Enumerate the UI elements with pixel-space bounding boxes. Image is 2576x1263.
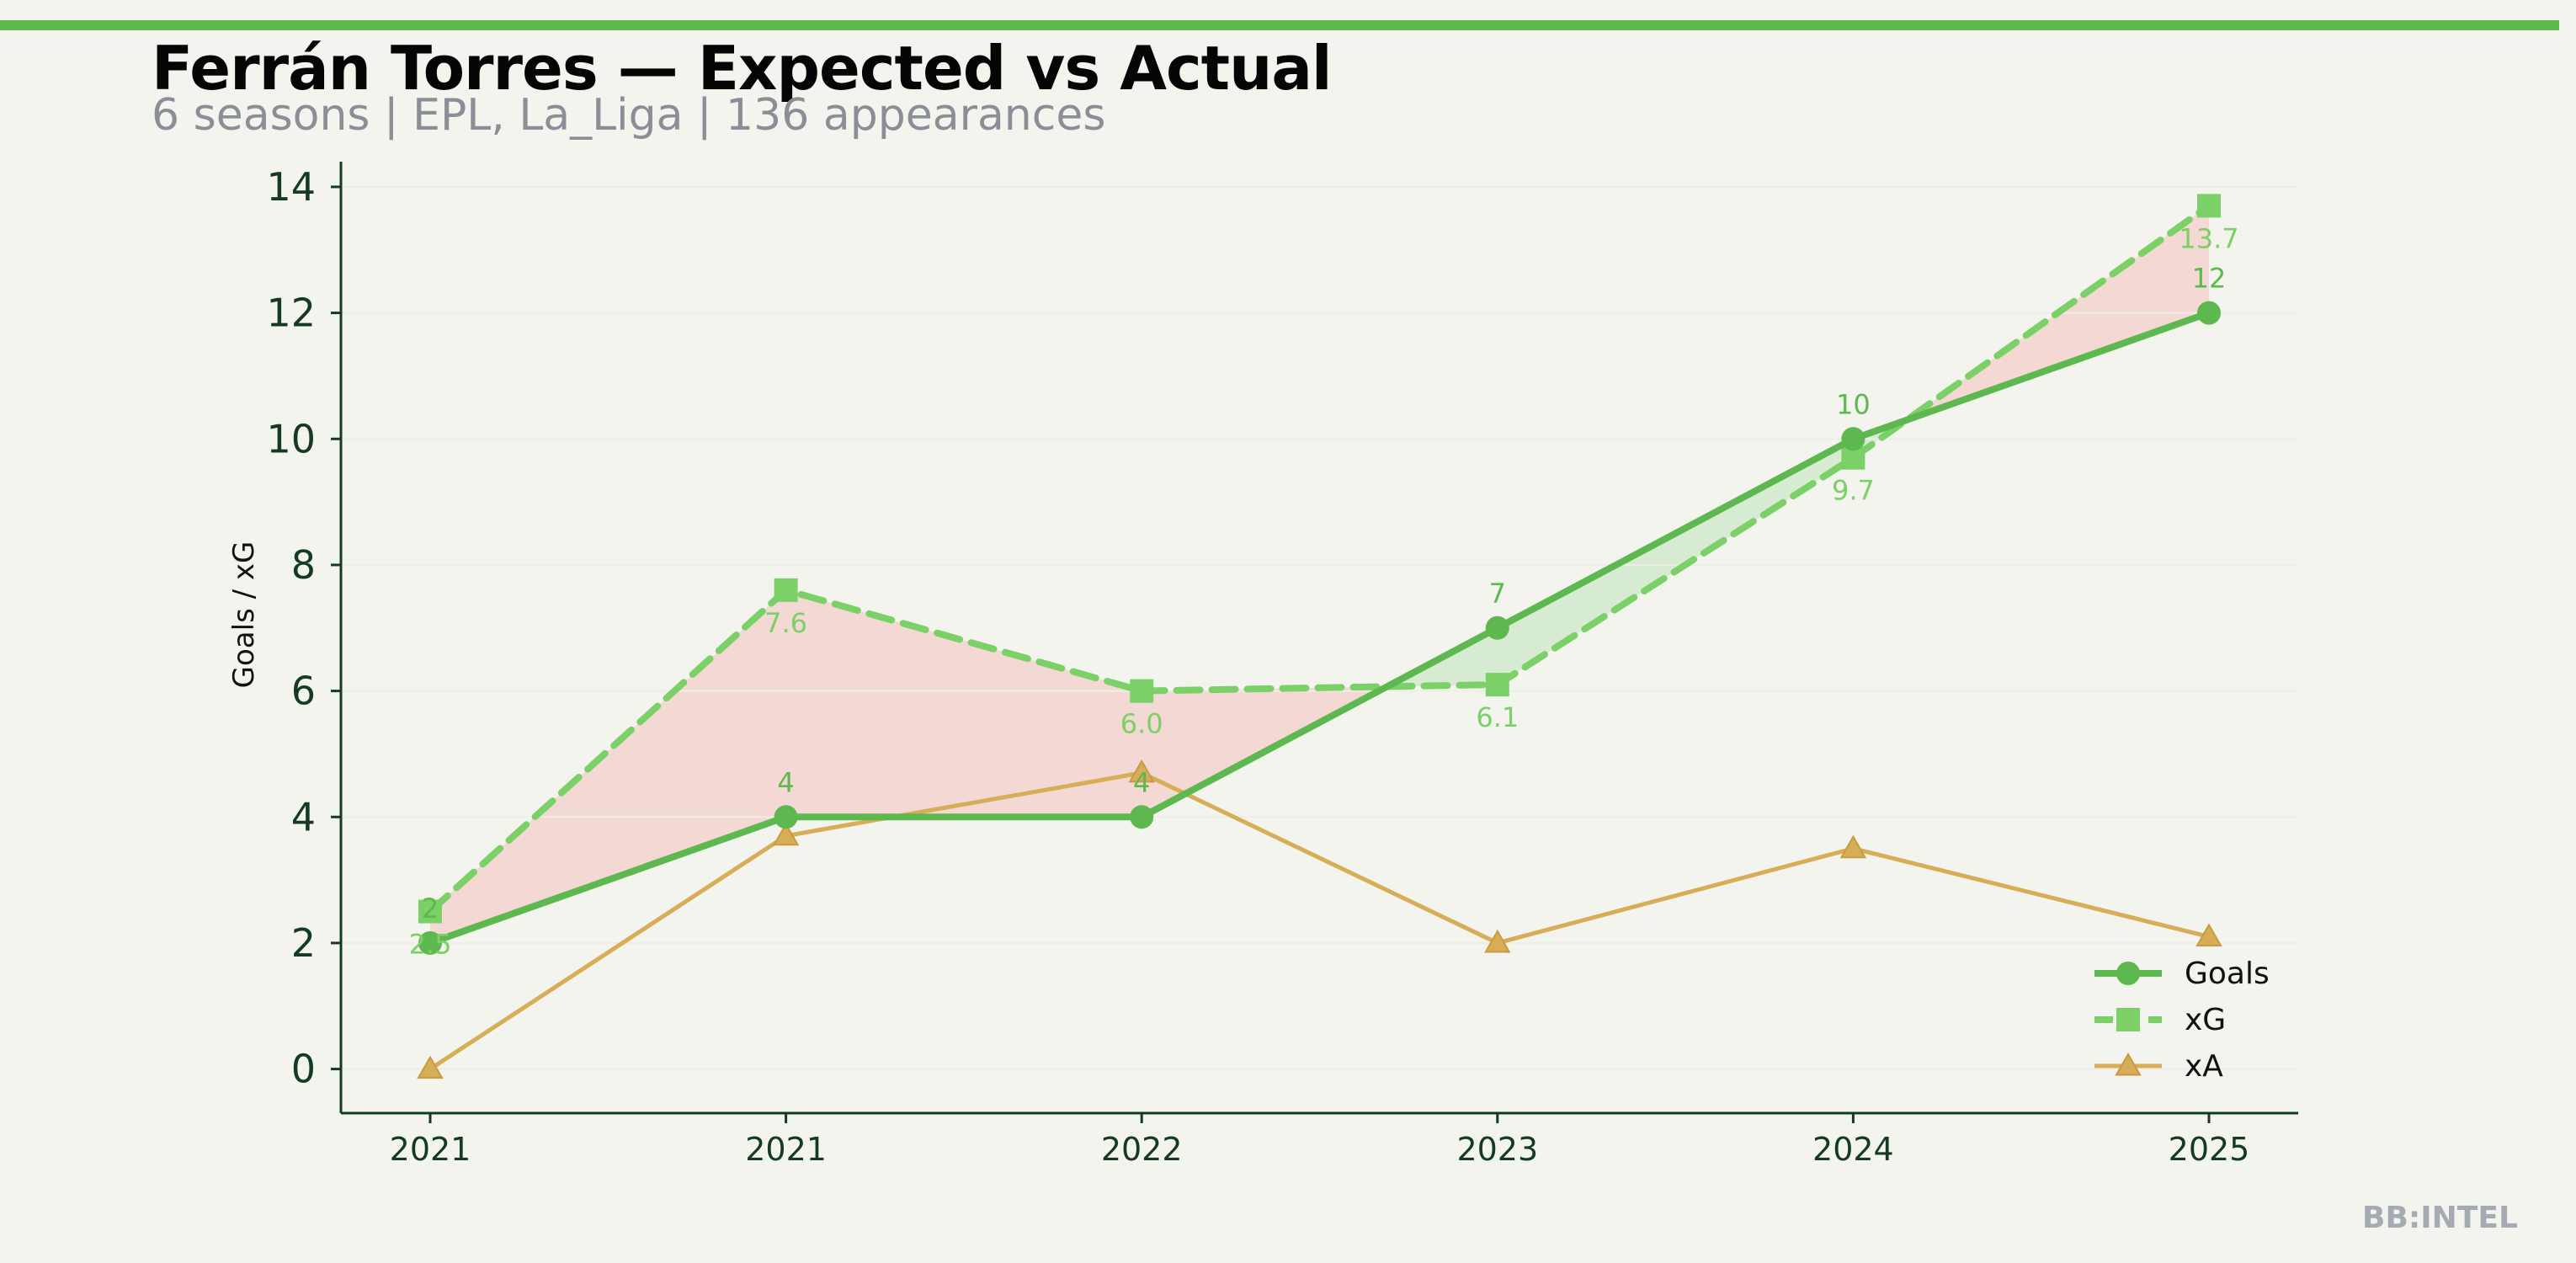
accent-bar bbox=[0, 20, 2559, 30]
x-tick-label: 2025 bbox=[2169, 1131, 2250, 1168]
goals-data-label: 4 bbox=[777, 766, 794, 798]
legend-label: xG bbox=[2185, 1003, 2226, 1037]
goals-point bbox=[2197, 301, 2221, 325]
performance-gap-fills bbox=[430, 205, 2209, 943]
xg-point bbox=[418, 899, 442, 924]
goals-point bbox=[774, 805, 798, 829]
underperformance-area bbox=[785, 589, 1142, 818]
xg-data-label: 6.1 bbox=[1476, 701, 1519, 733]
xg-point bbox=[1485, 673, 1509, 697]
x-tick-label: 2021 bbox=[390, 1131, 471, 1168]
watermark: BB:INTEL bbox=[2362, 1201, 2518, 1235]
xa-point bbox=[772, 822, 800, 846]
goals-data-label: 4 bbox=[1133, 766, 1150, 798]
goals-data-label: 12 bbox=[2192, 263, 2227, 295]
xg-point bbox=[2197, 194, 2221, 218]
x-tick-label: 2024 bbox=[1812, 1131, 1894, 1168]
x-tick-label: 2023 bbox=[1456, 1131, 1538, 1168]
goals-data-label: 7 bbox=[1489, 578, 1506, 610]
xg-data-label: 7.6 bbox=[764, 607, 807, 639]
goals-point bbox=[418, 930, 442, 955]
chart-axes: 0 2 4 6 8 10 12 14 2021 2021 2022 2023 2024 2025 bbox=[266, 162, 2298, 1168]
xa-line bbox=[428, 770, 2211, 1072]
overperformance-area bbox=[1497, 439, 1854, 685]
xa-point bbox=[1839, 834, 1867, 859]
x-tick-label: 2022 bbox=[1101, 1131, 1183, 1168]
y-tick-label: 4 bbox=[291, 794, 316, 839]
series-xa bbox=[417, 759, 2222, 1079]
chart-subtitle: 6 seasons | EPL, La_Liga | 136 appearanc… bbox=[152, 90, 1106, 141]
legend-marker bbox=[2116, 962, 2140, 985]
goals-data-label: 2 bbox=[422, 893, 439, 925]
goals-line bbox=[427, 309, 2212, 946]
xa-point bbox=[1128, 759, 1155, 783]
data-labels: 2 4 4 7 10 12 2.5 7.6 6.0 6.1 9.7 13.7 bbox=[409, 222, 2239, 960]
underperformance-area bbox=[430, 589, 786, 943]
y-tick-label: 8 bbox=[291, 542, 316, 588]
y-tick-label: 6 bbox=[291, 669, 316, 714]
xa-point bbox=[2195, 923, 2222, 946]
legend-marker bbox=[2115, 1052, 2142, 1076]
xg-data-label: 6.0 bbox=[1120, 708, 1163, 740]
goals-point bbox=[1485, 616, 1509, 640]
xg-data-label: 9.7 bbox=[1832, 475, 1875, 507]
y-tick-label: 0 bbox=[291, 1047, 316, 1092]
chart-legend: Goals xG xA bbox=[2094, 957, 2270, 1084]
xa-point bbox=[1484, 929, 1511, 953]
legend-label: xA bbox=[2185, 1049, 2223, 1084]
y-tick-label: 12 bbox=[266, 290, 316, 336]
series-goals bbox=[418, 301, 2221, 955]
goals-point bbox=[1130, 805, 1154, 829]
y-tick-label: 10 bbox=[266, 416, 316, 461]
legend-label: Goals bbox=[2185, 957, 2270, 991]
x-tick-label: 2021 bbox=[745, 1131, 827, 1168]
goals-data-label: 10 bbox=[1836, 388, 1871, 420]
y-tick-label: 2 bbox=[291, 920, 316, 966]
goals-point bbox=[1841, 427, 1865, 451]
xa-point bbox=[417, 1055, 444, 1079]
xg-data-label: 2.5 bbox=[409, 929, 452, 961]
xg-point bbox=[774, 578, 798, 602]
y-tick-label: 14 bbox=[266, 164, 316, 210]
xg-point bbox=[1130, 679, 1154, 703]
xg-data-label: 13.7 bbox=[2179, 222, 2238, 254]
chart-title: Ferrán Torres — Expected vs Actual bbox=[152, 33, 1333, 104]
legend-marker bbox=[2116, 1008, 2140, 1031]
